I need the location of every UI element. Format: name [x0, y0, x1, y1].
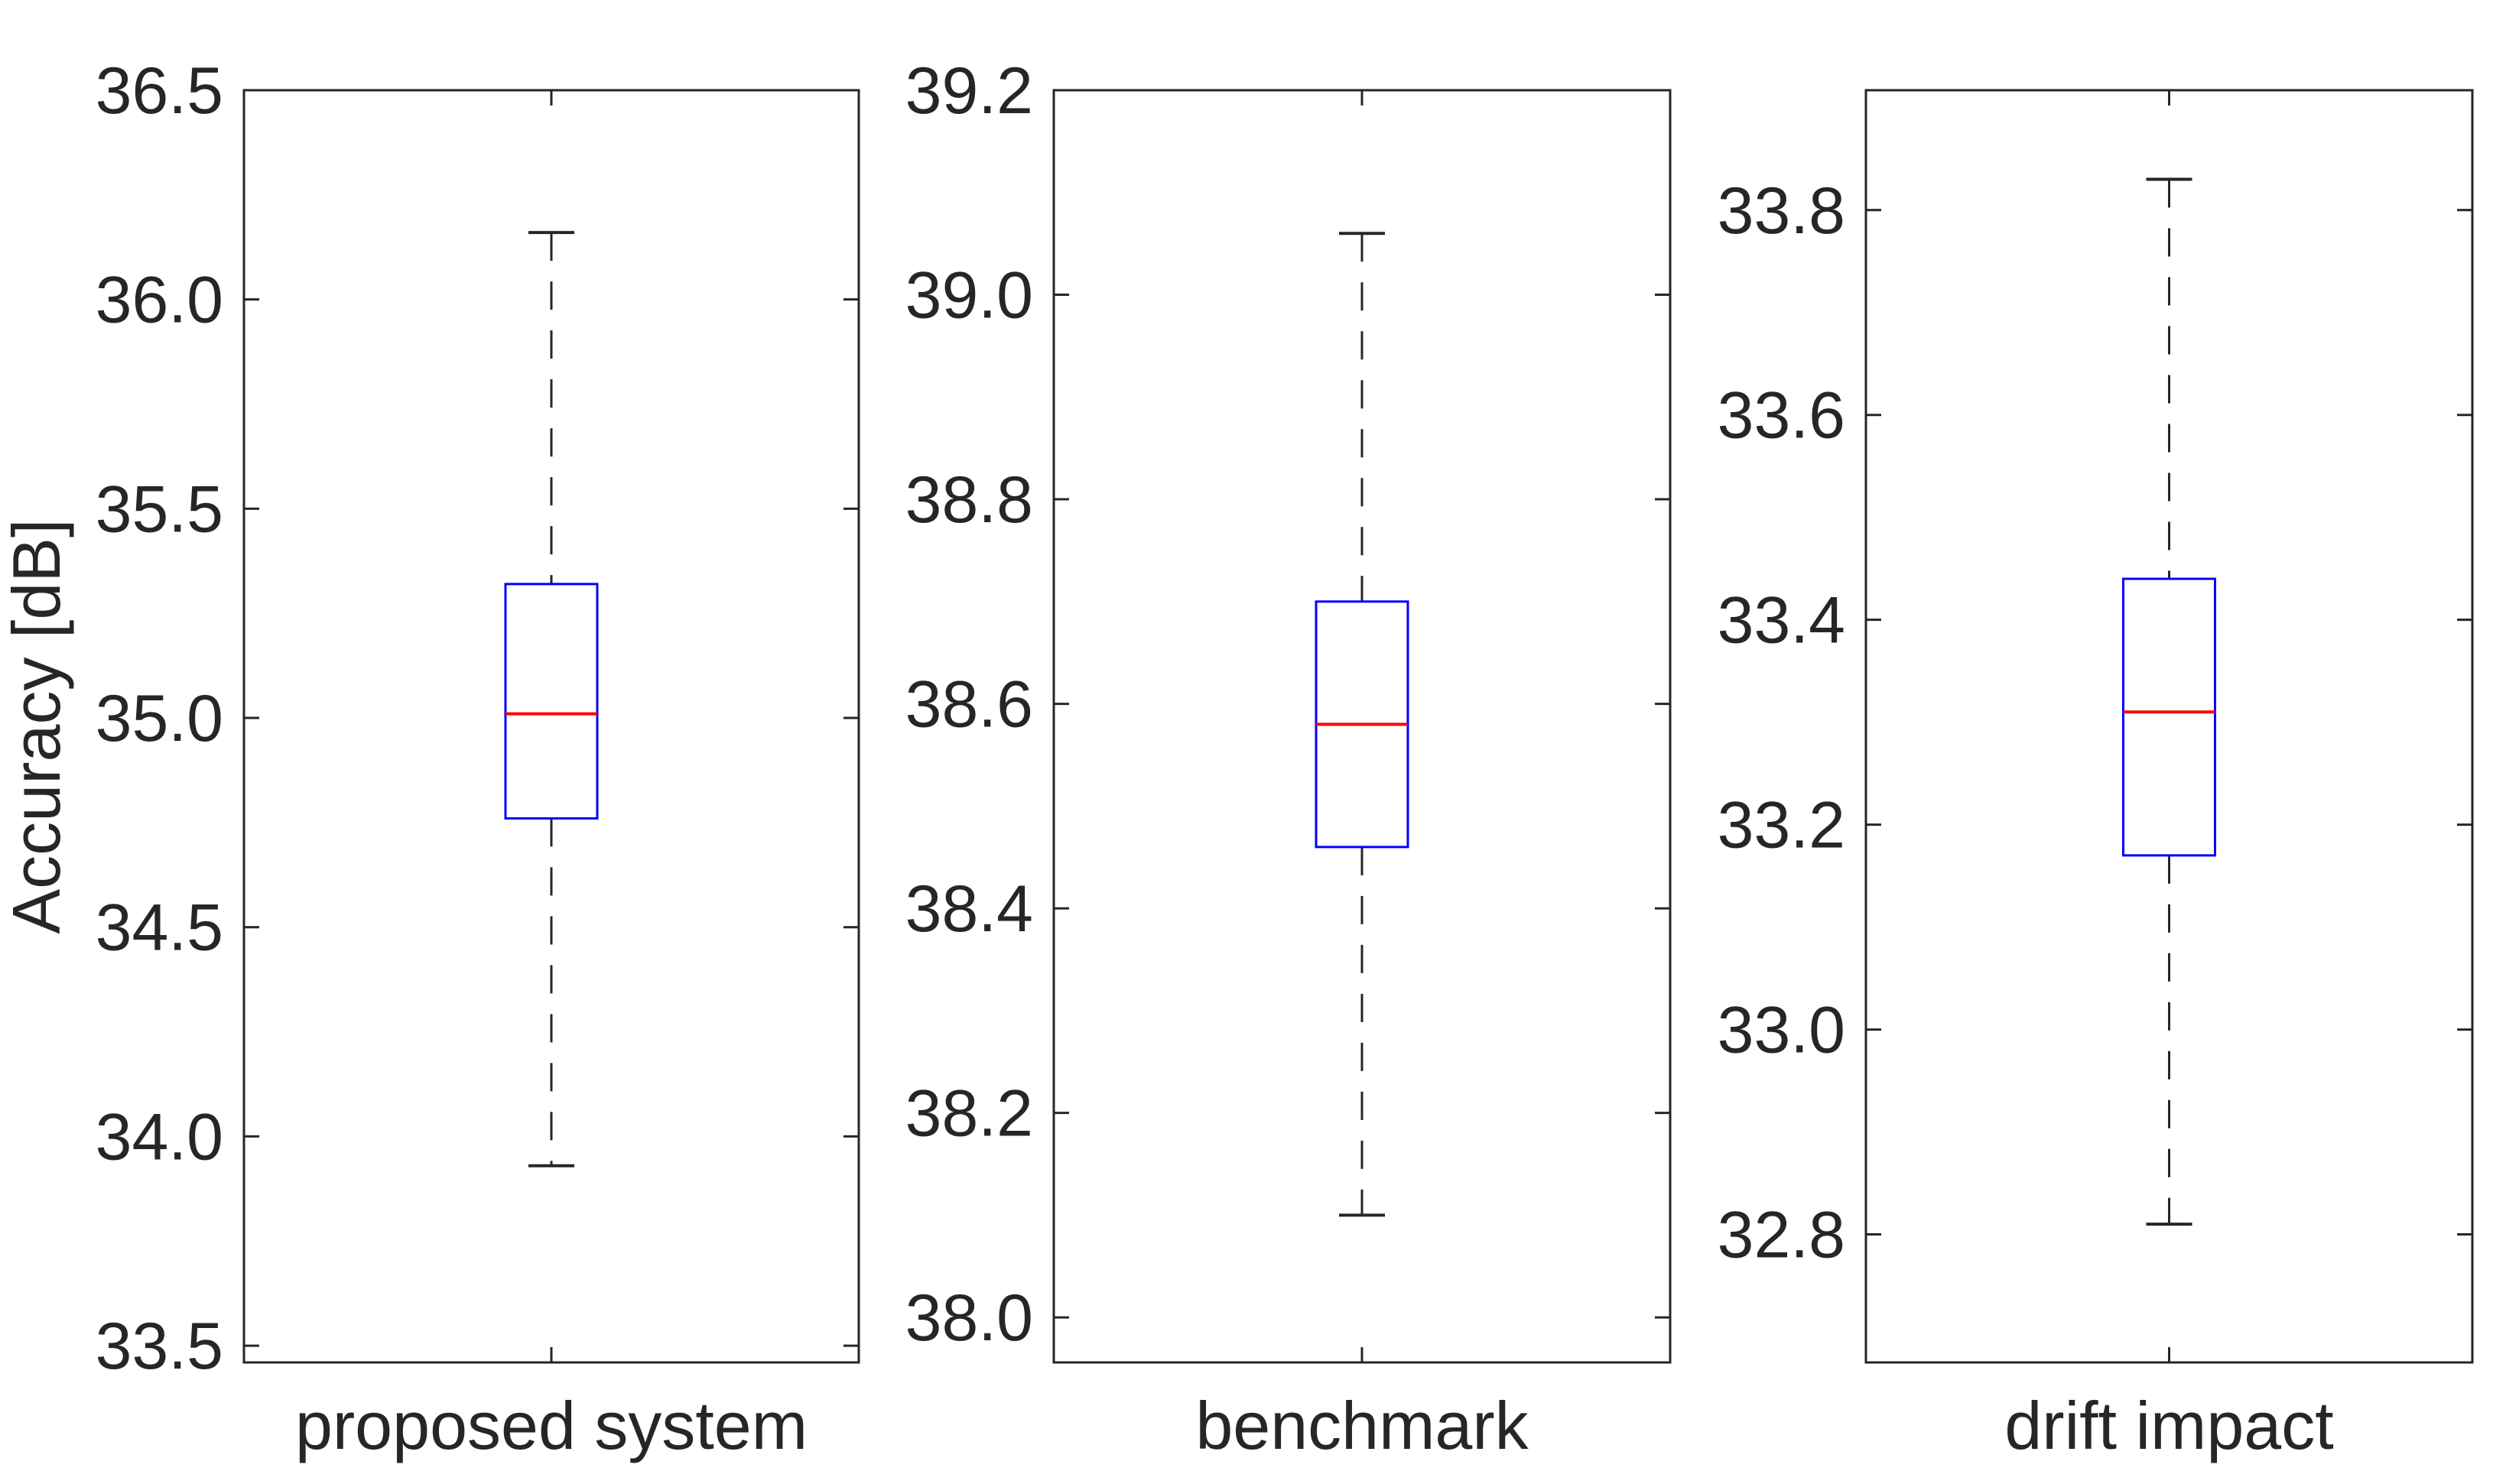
- x-axis-label: drift impact: [2004, 1388, 2333, 1463]
- y-tick-label: 38.0: [905, 1281, 1033, 1355]
- iqr-box: [2122, 577, 2216, 857]
- y-tick-label: 35.5: [96, 472, 223, 546]
- y-tick-label: 39.2: [905, 54, 1033, 128]
- y-tick-label: 33.5: [96, 1310, 223, 1383]
- axes-frame: [242, 89, 860, 1364]
- y-tick-label: 35.0: [96, 682, 223, 755]
- y-tick-label: 39.0: [905, 259, 1033, 333]
- y-tick-label: 33.4: [1718, 584, 1845, 658]
- axes-frame: [1052, 89, 1672, 1364]
- y-tick-label: 33.8: [1718, 174, 1845, 248]
- y-tick-label: 38.4: [905, 872, 1033, 946]
- x-axis-label: benchmark: [1195, 1388, 1529, 1463]
- y-tick-label: 34.5: [96, 891, 223, 965]
- y-tick-label: 38.6: [905, 668, 1033, 742]
- y-tick-label: 33.0: [1718, 994, 1845, 1067]
- iqr-box: [504, 583, 599, 820]
- x-axis-label: proposed system: [295, 1388, 808, 1463]
- y-tick-label: 38.8: [905, 463, 1033, 537]
- y-tick-label: 36.5: [96, 54, 223, 128]
- y-axis-label: Accuracy [dB]: [0, 519, 74, 934]
- y-tick-label: 34.0: [96, 1100, 223, 1174]
- y-tick-label: 36.0: [96, 264, 223, 337]
- y-tick-label: 33.6: [1718, 379, 1845, 453]
- y-tick-label: 38.2: [905, 1077, 1033, 1151]
- y-tick-label: 32.8: [1718, 1199, 1845, 1272]
- panels-group: 36.5 36.0 35.5 35.0 34.5 34.0 33.5 proposed sys…: [96, 54, 2474, 1463]
- y-tick-label: 33.2: [1718, 789, 1845, 862]
